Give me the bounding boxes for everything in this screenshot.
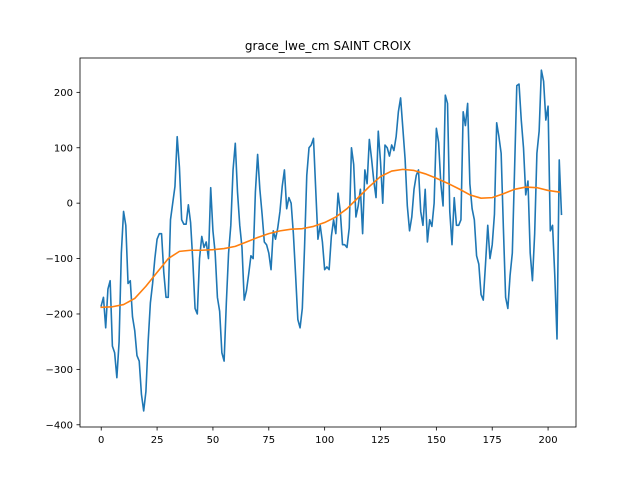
x-tick-label: 50 (207, 435, 220, 446)
series-line-0 (100, 69, 563, 412)
y-tick-label: −100 (46, 254, 73, 265)
y-tick-label: 100 (54, 143, 73, 154)
series-layer (100, 69, 563, 412)
chart-title: grace_lwe_cm SAINT CROIX (245, 39, 411, 53)
axes-layer: 0 25 50 75 100 125 150 175 200 −400 −300 −200 −100 0 1… (46, 57, 577, 446)
x-tick-label: 75 (262, 435, 275, 446)
y-tick-label: −300 (46, 365, 73, 376)
x-tick-label: 25 (151, 435, 164, 446)
y-tick-label: 0 (67, 199, 73, 210)
x-tick-label: 0 (98, 435, 104, 446)
y-tick-label: −200 (46, 309, 73, 320)
x-tick-label: 175 (483, 435, 502, 446)
y-tick-label: −400 (46, 420, 73, 431)
plot-frame (79, 57, 577, 428)
y-tick-label: 200 (54, 88, 73, 99)
x-tick-label: 125 (371, 435, 390, 446)
x-tick-label: 150 (427, 435, 446, 446)
x-tick-label: 200 (539, 435, 558, 446)
series-line-1 (100, 168, 561, 309)
x-tick-label: 100 (315, 435, 334, 446)
